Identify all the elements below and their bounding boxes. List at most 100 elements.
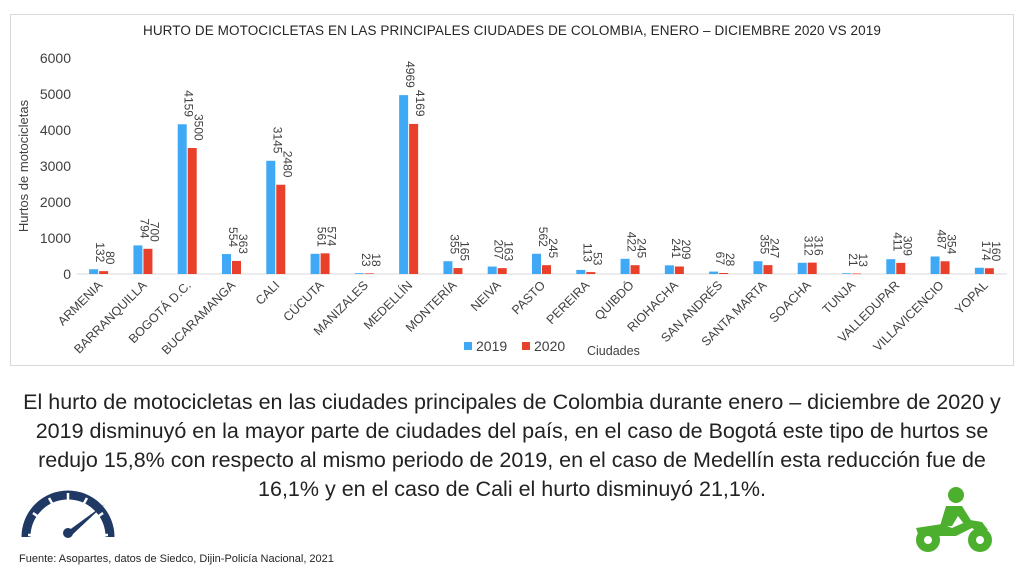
y-tick-label: 6000 <box>40 50 71 66</box>
data-label-2019: 21 <box>846 253 860 267</box>
x-tick-label: CÚCUTA <box>280 277 327 324</box>
data-label-2019: 4969 <box>403 61 417 88</box>
bar-2019 <box>487 266 497 274</box>
bar-2019 <box>709 271 719 274</box>
bar-2020 <box>232 260 241 274</box>
data-label-2019: 4159 <box>182 90 196 117</box>
bar-2020 <box>364 273 374 274</box>
bar-2019 <box>842 273 851 274</box>
data-label-2019: 23 <box>359 253 373 267</box>
data-label-2020: 165 <box>457 241 471 261</box>
data-label-2020: 245 <box>635 238 649 258</box>
x-tick-label: SOACHA <box>767 278 815 326</box>
bar-2019 <box>89 269 99 274</box>
legend-swatch-2019 <box>464 342 472 350</box>
data-label-2020: 247 <box>767 238 781 258</box>
data-label-2020: 160 <box>989 241 1003 261</box>
x-tick-label: NEIVA <box>468 278 504 314</box>
x-tick-label: QUIBDÓ <box>591 277 637 323</box>
y-tick-label: 2000 <box>40 194 71 210</box>
bar-2019 <box>664 265 674 274</box>
data-label-2019: 487 <box>935 229 949 249</box>
y-tick-label: 0 <box>63 266 71 282</box>
y-tick-label: 5000 <box>40 86 71 102</box>
data-label-2019: 554 <box>226 227 240 247</box>
data-label-2020: 363 <box>236 234 250 254</box>
bar-2020 <box>852 273 861 275</box>
x-tick-label: TUNJA <box>820 278 859 317</box>
data-label-2019: 113 <box>580 243 594 262</box>
chart-title: HURTO DE MOTOCICLETAS EN LAS PRINCIPALES… <box>142 23 881 38</box>
data-label-2020: 28 <box>723 253 737 267</box>
bar-2019 <box>177 124 187 274</box>
bar-2020 <box>940 261 950 274</box>
data-label-2020: 209 <box>679 239 693 259</box>
y-axis-label: Hurtos de motocicletas <box>16 99 31 232</box>
x-tick-label: PEREIRA <box>544 278 593 327</box>
legend-label-2020: 2020 <box>534 338 565 354</box>
bar-2019 <box>974 267 984 274</box>
bar-2020 <box>497 268 507 274</box>
data-label-2020: 316 <box>812 236 826 256</box>
data-label-2019: 411 <box>890 232 904 251</box>
y-tick-label: 3000 <box>40 158 71 174</box>
bar-2020 <box>187 148 197 274</box>
legend-swatch-2020 <box>522 342 530 350</box>
data-label-2020: 3500 <box>192 114 206 141</box>
bar-2019 <box>266 160 276 274</box>
bar-2020 <box>409 123 419 274</box>
data-label-2020: 574 <box>325 226 339 246</box>
bar-2019 <box>886 259 896 274</box>
data-label-2019: 67 <box>713 252 727 266</box>
bar-2019 <box>310 253 320 274</box>
data-label-2019: 132 <box>93 242 107 262</box>
x-tick-label: YOPAL <box>952 278 991 317</box>
data-label-2019: 3145 <box>270 127 284 154</box>
bar-2020 <box>542 265 551 274</box>
speedometer-icon <box>21 490 115 538</box>
bar-2020 <box>984 268 994 274</box>
data-label-2019: 562 <box>536 227 550 247</box>
bar-2019 <box>930 256 940 274</box>
bar-2019 <box>443 261 453 274</box>
y-tick-label: 4000 <box>40 122 71 138</box>
data-label-2020: 354 <box>945 234 959 254</box>
data-label-2020: 13 <box>856 254 870 268</box>
x-tick-label: PASTO <box>509 278 548 317</box>
legend-label-2019: 2019 <box>476 338 507 354</box>
x-axis-label: Ciudades <box>587 344 640 358</box>
x-tick-label: CALI <box>253 278 283 308</box>
data-label-2020: 80 <box>103 251 117 265</box>
bar-2020 <box>630 265 640 274</box>
data-label-2019: 422 <box>625 232 639 252</box>
data-label-2020: 53 <box>590 252 604 266</box>
bar-2019 <box>620 258 630 274</box>
data-label-2019: 312 <box>802 236 816 256</box>
x-tick-label: BUCARAMANGA <box>159 278 239 358</box>
bar-2020 <box>586 272 596 274</box>
bar-2020 <box>99 271 109 274</box>
data-label-2019: 355 <box>447 234 461 254</box>
bar-2019 <box>753 261 763 274</box>
bar-2019 <box>797 262 807 274</box>
data-label-2020: 245 <box>546 238 560 258</box>
bar-2019 <box>222 254 231 274</box>
data-label-2019: 355 <box>757 234 771 254</box>
data-label-2020: 309 <box>900 236 914 256</box>
bar-chart: 0 1000 2000 3000 4000 5000 6000 Hurtos de motoc… <box>16 50 1007 358</box>
chart-container: HURTO DE MOTOCICLETAS EN LAS PRINCIPALES… <box>10 14 1014 366</box>
bar-2020 <box>453 268 463 274</box>
data-label-2019: 794 <box>137 218 151 238</box>
data-label-2019: 207 <box>492 240 506 260</box>
data-label-2020: 700 <box>147 222 161 242</box>
bar-2019 <box>576 269 586 274</box>
bar-2020 <box>807 262 817 274</box>
bar-2020 <box>674 266 684 274</box>
bar-2019 <box>532 253 541 274</box>
summary-paragraph: El hurto de motocicletas en las ciudades… <box>23 390 1001 501</box>
data-label-2020: 4169 <box>413 90 427 117</box>
y-tick-label: 1000 <box>40 230 71 246</box>
data-label-2020: 2480 <box>280 151 294 178</box>
data-label-2019: 561 <box>315 227 329 247</box>
bar-2020 <box>896 262 906 274</box>
